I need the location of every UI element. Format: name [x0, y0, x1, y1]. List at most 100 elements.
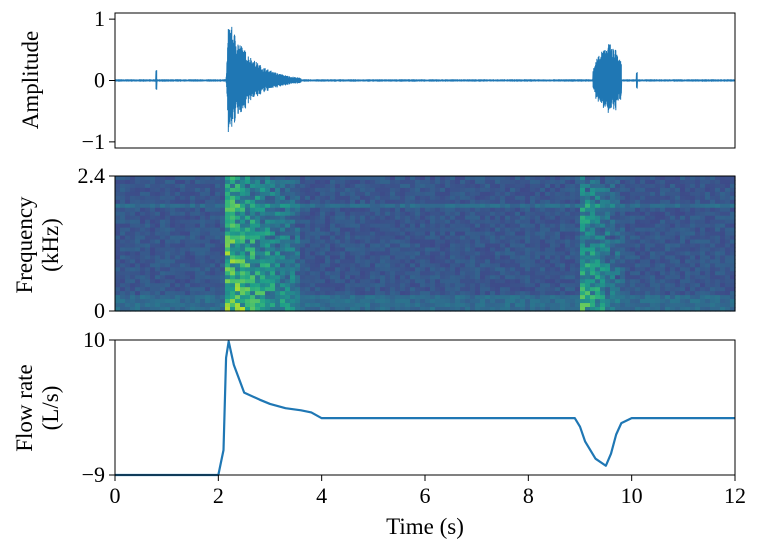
spectrogram-cell: [130, 255, 136, 260]
spectrogram-cell: [715, 207, 721, 213]
spectrogram-cell: [675, 267, 681, 272]
spectrogram-cell: [325, 227, 331, 233]
spectrogram-cell: [355, 227, 361, 233]
spectrogram-cell: [485, 251, 491, 257]
spectrogram-cell: [435, 223, 441, 229]
spectrogram-cell: [320, 227, 326, 233]
spectrogram-cell: [480, 247, 486, 253]
spectrogram-cell: [620, 263, 626, 268]
spectrogram-cell: [540, 303, 546, 308]
spectrogram-cell: [360, 203, 366, 209]
spectrogram-cell: [725, 299, 731, 304]
spectrogram-cell: [460, 231, 466, 237]
spectrogram-cell: [650, 251, 656, 257]
spectrogram-cell: [270, 227, 276, 233]
spectrogram-cell: [545, 179, 551, 185]
spectrogram-cell: [600, 207, 606, 213]
spectrogram-cell: [425, 243, 431, 249]
spectrogram-cell: [515, 295, 521, 300]
spectrogram-cell: [685, 299, 691, 304]
spectrogram-cell: [430, 183, 436, 189]
spectrogram-cell: [315, 176, 321, 181]
spectrogram-cell: [425, 271, 431, 276]
spectrogram-cell: [280, 279, 286, 284]
spectrogram-cell: [430, 223, 436, 229]
spectrogram-cell: [520, 179, 526, 185]
spectrogram-cell: [380, 191, 386, 197]
spectrogram-cell: [340, 235, 346, 241]
spectrogram-cell: [725, 179, 731, 185]
spectrogram-cell: [690, 279, 696, 284]
spectrogram-cell: [530, 207, 536, 213]
spectrogram-cell: [115, 176, 121, 181]
spectrogram-cell: [485, 207, 491, 213]
spectrogram-cell: [155, 255, 161, 260]
spectrogram-cell: [430, 203, 436, 209]
spectrogram-cell: [555, 267, 561, 272]
spectrogram-cell: [585, 219, 591, 225]
spectrogram-cell: [415, 279, 421, 284]
spectrogram-cell: [595, 307, 601, 312]
spectrogram-cell: [485, 291, 491, 296]
spectrogram-cell: [600, 259, 606, 264]
spectrogram-cell: [475, 219, 481, 225]
spectrogram-cell: [590, 203, 596, 209]
spectrogram-cell: [210, 255, 216, 260]
spectrogram-cell: [205, 271, 211, 276]
spectrogram-cell: [485, 223, 491, 229]
spectrogram-cell: [250, 275, 256, 280]
spectrogram-cell: [130, 283, 136, 288]
spectrogram-cell: [425, 187, 431, 193]
spectrogram-cell: [330, 307, 336, 312]
spectrogram-cell: [505, 195, 511, 201]
spectrogram-cell: [255, 243, 261, 249]
spectrogram-cell: [175, 187, 181, 193]
spectrogram-cell: [650, 267, 656, 272]
spectrogram-cell: [510, 183, 516, 189]
spectrogram-cell: [435, 227, 441, 233]
spectrogram-cell: [325, 199, 331, 205]
spectrogram-cell: [130, 307, 136, 312]
spectrogram-cell: [200, 291, 206, 296]
spectrogram-cell: [150, 227, 156, 233]
spectrogram-cell: [650, 239, 656, 245]
spectrogram-cell: [375, 291, 381, 296]
spectrogram-cell: [350, 203, 356, 209]
spectrogram-cell: [375, 227, 381, 233]
spectrogram-cell: [470, 231, 476, 237]
spectrogram-cell: [650, 255, 656, 260]
spectrogram-cell: [420, 275, 426, 280]
spectrogram-cell: [510, 215, 516, 221]
spectrogram-cell: [150, 303, 156, 308]
spectrogram-cell: [210, 187, 216, 193]
spectrogram-cell: [430, 303, 436, 308]
spectrogram-cell: [675, 303, 681, 308]
spectrogram-cell: [350, 239, 356, 245]
spectrogram-cell: [400, 203, 406, 209]
spectrogram-cell: [495, 303, 501, 308]
spectrogram-cell: [225, 179, 231, 185]
spectrogram-cell: [475, 215, 481, 221]
spectrogram-cell: [130, 243, 136, 249]
spectrogram-cell: [480, 267, 486, 272]
spectrogram-cell: [600, 215, 606, 221]
spectrogram-cell: [410, 239, 416, 245]
spectrogram-cell: [705, 239, 711, 245]
spectrogram-cell: [450, 215, 456, 221]
spectrogram-cell: [485, 275, 491, 280]
spectrogram-cell: [510, 247, 516, 253]
spectrogram-cell: [545, 195, 551, 201]
spectrogram-cell: [240, 267, 246, 272]
spectrogram-cell: [365, 179, 371, 185]
spectrogram-cell: [680, 187, 686, 193]
spectrogram-cell: [325, 223, 331, 229]
spectrogram-cell: [145, 291, 151, 296]
spectrogram-cell: [385, 275, 391, 280]
spectrogram-cell: [355, 251, 361, 257]
spectrogram-cell: [650, 215, 656, 221]
spectrogram-cell: [150, 235, 156, 241]
spectrogram-cell: [220, 263, 226, 268]
spectrogram-cell: [425, 231, 431, 237]
spectrogram-cell: [600, 291, 606, 296]
spectrogram-cell: [260, 255, 266, 260]
